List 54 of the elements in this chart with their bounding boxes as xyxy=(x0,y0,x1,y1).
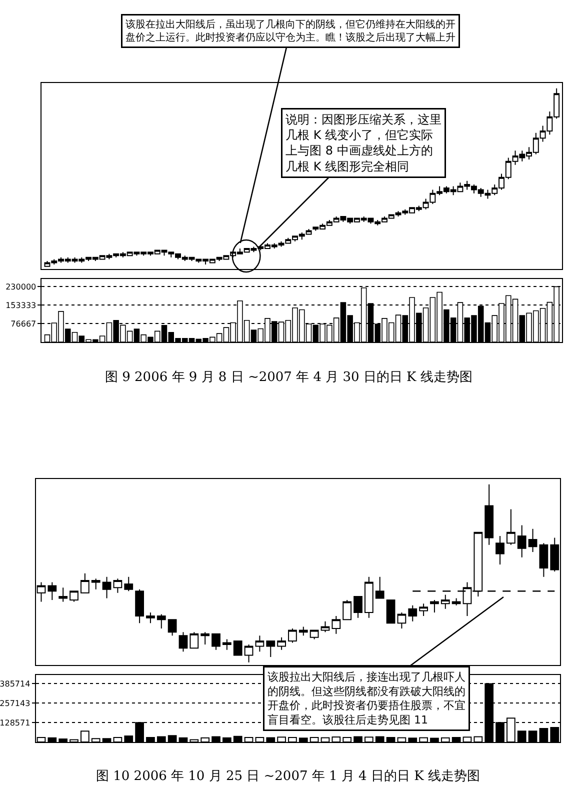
candlestick xyxy=(178,632,188,652)
candlestick xyxy=(168,619,177,636)
candlestick xyxy=(364,576,374,618)
candlestick xyxy=(255,635,264,652)
candlestick xyxy=(539,542,548,578)
candlestick xyxy=(233,640,242,656)
candlestick xyxy=(310,630,319,640)
candlestick xyxy=(484,484,494,546)
candlestick xyxy=(200,632,210,646)
candlestick xyxy=(102,576,112,599)
candlestick xyxy=(244,644,254,663)
candlestick xyxy=(528,528,538,552)
candlestick xyxy=(135,588,144,624)
candlestick xyxy=(386,600,396,624)
candlestick xyxy=(375,576,384,599)
candlestick xyxy=(496,535,504,565)
candlestick xyxy=(397,612,406,630)
candlestick xyxy=(212,633,220,650)
candlestick xyxy=(354,596,362,618)
candlestick xyxy=(298,626,308,636)
candlestick xyxy=(146,612,155,624)
y-tick-label: 76667 xyxy=(10,319,36,328)
candlestick xyxy=(332,616,341,634)
y-tick-label: 153333 xyxy=(6,300,36,310)
caption: 图 10 2006 年 10 月 25 日 ~2007 年 1 月 4 日的日 K 线走势图 xyxy=(96,769,480,784)
candlestick xyxy=(342,600,352,620)
candlestick xyxy=(440,594,450,610)
candlestick xyxy=(320,620,330,633)
candlestick xyxy=(288,628,297,644)
y-tick-label: 257143 xyxy=(0,698,30,708)
y-tick-label: 385714 xyxy=(0,679,30,688)
candlestick xyxy=(124,576,134,592)
candlestick xyxy=(58,587,68,602)
annotation: 该股拉出大阳线后，接连出现了几根吓人的阴线。但这些阴线都没有跌破大阳线的开盘价，此时投资者仍要捂住股票，不宜盲目看空。该股往后走势见图 11 xyxy=(268,670,466,726)
candlestick xyxy=(156,614,166,630)
candlestick xyxy=(222,638,232,650)
text: 该股在拉出大阳线后，虽出现了几根向下的阴线，但它仍维持在大阳线的开盘价之上运行。此时投资者仍应以守仓为主。瞧！该股之后出现了大幅上升 xyxy=(126,18,456,44)
candlestick xyxy=(190,632,199,649)
candlestick xyxy=(430,600,439,613)
annotation: 说明：因图形压缩关系，这里几根 K 线变小了，但它实际上与图 8 中画虚线处上方的几根 K 线图形完全相同 xyxy=(286,112,442,174)
candlestick xyxy=(419,603,428,617)
y-tick-label: 230000 xyxy=(6,282,36,292)
candlestick xyxy=(70,590,78,602)
candlestick xyxy=(80,572,90,594)
candlestick xyxy=(113,578,122,594)
candlestick xyxy=(408,604,418,622)
candlestick xyxy=(266,640,276,658)
candlestick xyxy=(506,508,516,546)
candlestick xyxy=(91,578,100,590)
candlestick xyxy=(517,524,526,558)
candlestick xyxy=(48,582,57,601)
candlestick xyxy=(277,636,286,650)
y-tick-label: 128571 xyxy=(0,718,30,728)
caption: 图 9 2006 年 9 月 8 日 ~2007 年 4 月 30 日的日 K 线走势图 xyxy=(105,370,472,385)
